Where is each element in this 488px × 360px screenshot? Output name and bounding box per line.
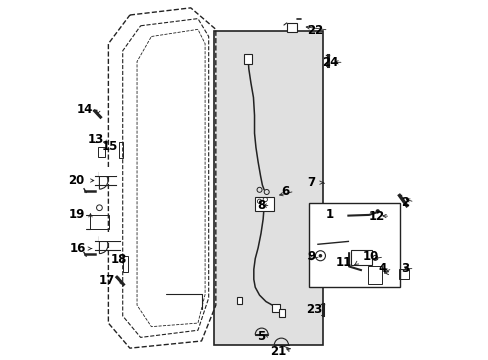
Circle shape	[318, 254, 322, 257]
Text: 11: 11	[335, 256, 351, 269]
Text: 4: 4	[378, 262, 386, 275]
Text: 14: 14	[77, 103, 93, 116]
Text: 7: 7	[306, 176, 315, 189]
Bar	[254, 197, 274, 211]
Text: 22: 22	[306, 23, 323, 37]
Bar	[214, 31, 323, 345]
Text: 8: 8	[257, 199, 264, 212]
Bar	[236, 297, 242, 304]
Text: 10: 10	[362, 250, 378, 263]
Text: 1: 1	[325, 208, 333, 221]
Bar	[99, 232, 120, 241]
Text: 13: 13	[88, 133, 104, 146]
Bar	[90, 215, 109, 229]
Bar	[367, 266, 382, 284]
Bar	[278, 310, 285, 317]
Text: 2: 2	[400, 195, 408, 208]
Text: 20: 20	[68, 174, 84, 187]
Bar	[123, 256, 127, 272]
Text: 17: 17	[99, 274, 115, 287]
Text: 9: 9	[306, 250, 315, 263]
Text: 15: 15	[102, 140, 118, 153]
Bar	[99, 167, 116, 176]
Text: 6: 6	[281, 185, 289, 198]
Text: 16: 16	[70, 242, 86, 255]
Text: 19: 19	[69, 208, 85, 221]
Bar	[398, 269, 408, 279]
Bar	[286, 23, 296, 32]
Bar	[308, 203, 400, 287]
Bar	[98, 147, 104, 157]
Text: 3: 3	[400, 262, 408, 275]
Bar	[350, 249, 371, 265]
Bar	[244, 54, 251, 64]
Text: 24: 24	[321, 56, 338, 69]
Text: 12: 12	[368, 210, 384, 223]
Text: 5: 5	[257, 330, 264, 343]
Text: 21: 21	[270, 345, 286, 357]
Text: 18: 18	[110, 253, 127, 266]
Circle shape	[375, 209, 379, 213]
Bar	[119, 142, 123, 158]
Bar	[271, 305, 279, 312]
Text: 23: 23	[305, 303, 322, 316]
